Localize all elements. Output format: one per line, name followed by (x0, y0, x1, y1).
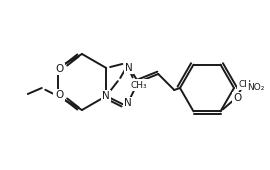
Text: CH₃: CH₃ (131, 81, 148, 89)
Text: O: O (233, 93, 242, 103)
Text: N: N (102, 91, 110, 101)
Text: N: N (125, 63, 133, 73)
Text: N: N (124, 98, 132, 108)
Text: CH₃: CH₃ (238, 80, 255, 89)
Text: NO₂: NO₂ (247, 83, 265, 92)
Text: O: O (56, 64, 64, 74)
Text: N: N (54, 91, 62, 101)
Text: O: O (56, 90, 64, 100)
